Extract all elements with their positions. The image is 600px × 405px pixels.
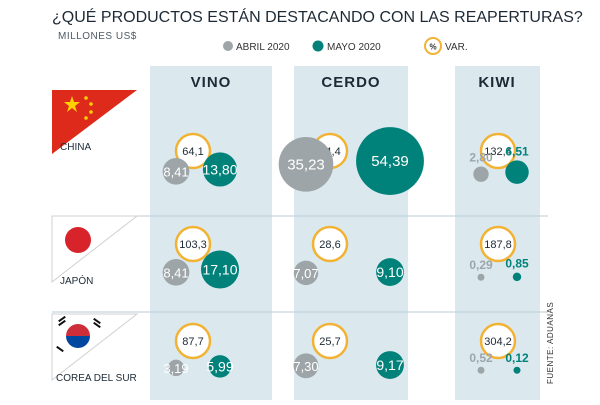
bubble-mayo-japon-kiwi bbox=[512, 272, 522, 282]
country-labels: CHINA JAPÓN COREA DEL SUR bbox=[56, 142, 137, 384]
product-headers: VINO CERDO KIWI bbox=[191, 74, 515, 91]
label-mayo-japon-cerdo: 9,10 bbox=[376, 264, 403, 280]
label-mayo-china-vino: 13,80 bbox=[202, 161, 237, 177]
label-mayo-japon-kiwi: 0,85 bbox=[505, 257, 529, 271]
label-mayo-china-kiwi: 6,51 bbox=[505, 144, 529, 158]
country-label-japon: JAPÓN bbox=[60, 274, 93, 287]
var-label-japon-kiwi: 187,8 bbox=[484, 239, 512, 251]
label-abril-japon-cerdo: 7,07 bbox=[293, 266, 318, 281]
chart-title: ¿QUÉ PRODUCTOS ESTÁN DESTACANDO CON LAS … bbox=[52, 7, 583, 26]
label-mayo-china-cerdo: 54,39 bbox=[371, 153, 409, 170]
var-ring-corea-vino bbox=[174, 322, 212, 360]
bubble-abril-japon-kiwi bbox=[477, 273, 485, 281]
bubble-abril-china-vino bbox=[162, 157, 190, 185]
label-abril-china-cerdo: 35,23 bbox=[287, 156, 325, 173]
bubble-mayo-china-kiwi bbox=[505, 160, 529, 184]
var-ring-china-kiwi bbox=[479, 132, 517, 170]
legend-swatch-var bbox=[424, 37, 442, 55]
var-ring-japon-cerdo bbox=[311, 225, 349, 263]
country-label-corea: COREA DEL SUR bbox=[56, 373, 137, 384]
bubble-abril-corea-cerdo bbox=[293, 353, 319, 379]
var-label-corea-vino: 87,7 bbox=[182, 336, 203, 348]
var-label-china-kiwi: 132,4 bbox=[484, 146, 512, 158]
var-ring-japon-vino bbox=[174, 225, 212, 263]
legend-swatch-abril bbox=[223, 41, 233, 51]
var-label-japon-vino: 103,3 bbox=[179, 239, 207, 251]
country-label-china: CHINA bbox=[60, 142, 91, 153]
bubble-mayo-japon-vino bbox=[200, 250, 240, 289]
label-mayo-corea-kiwi: 0,12 bbox=[505, 351, 529, 365]
label-abril-japon-vino: 8,41 bbox=[163, 265, 188, 280]
bubble-abril-japon-vino bbox=[162, 258, 190, 286]
bubble-abril-corea-kiwi bbox=[477, 366, 485, 374]
var-ring-china-vino bbox=[174, 132, 212, 170]
bubble-abril-china-kiwi bbox=[473, 166, 489, 182]
source-note: FUENTE: ADUANAS bbox=[546, 302, 555, 384]
legend-swatch-mayo bbox=[312, 40, 324, 52]
column-vino-bg bbox=[150, 66, 272, 400]
korea-flag-icon bbox=[51, 313, 139, 382]
label-mayo-japon-vino: 17,10 bbox=[202, 261, 237, 277]
bubble-mayo-china-vino bbox=[202, 152, 238, 187]
var-ring-japon-kiwi bbox=[479, 225, 517, 263]
label-abril-corea-kiwi: 0,52 bbox=[469, 351, 493, 365]
china-flag-icon bbox=[52, 90, 137, 154]
bubble-abril-china-cerdo bbox=[278, 137, 334, 192]
column-cerdo-bg bbox=[294, 66, 408, 400]
legend-label-var: VAR. bbox=[445, 42, 468, 53]
var-label-corea-cerdo: 25,7 bbox=[319, 336, 340, 348]
chart-subtitle: MILLONES US$ bbox=[58, 31, 137, 42]
bubble-mayo-corea-cerdo bbox=[376, 351, 404, 379]
bubble-mayo-corea-vino bbox=[208, 355, 232, 378]
product-header-vino: VINO bbox=[191, 74, 232, 91]
label-abril-corea-cerdo: 7,30 bbox=[293, 359, 318, 374]
bubbles: 64,18,4113,8054,435,2354,39132,42,806,51… bbox=[162, 127, 529, 379]
var-label-corea-kiwi: 304,2 bbox=[484, 336, 512, 348]
var-label-china-vino: 64,1 bbox=[182, 146, 203, 158]
label-abril-corea-vino: 3,19 bbox=[163, 361, 188, 376]
label-abril-china-vino: 8,41 bbox=[163, 164, 188, 179]
label-mayo-corea-cerdo: 9,17 bbox=[376, 357, 403, 373]
legend: ABRIL 2020 MAYO 2020 % VAR. bbox=[223, 37, 468, 55]
legend-var-symbol: % bbox=[429, 43, 436, 52]
label-mayo-corea-vino: 5,99 bbox=[206, 358, 233, 374]
legend-label-abril: ABRIL 2020 bbox=[236, 42, 290, 53]
japan-flag-icon bbox=[51, 215, 139, 284]
bubble-abril-japon-cerdo bbox=[293, 260, 319, 286]
label-abril-china-kiwi: 2,80 bbox=[469, 150, 493, 164]
var-ring-corea-kiwi bbox=[479, 322, 517, 360]
bubble-mayo-china-cerdo bbox=[356, 127, 424, 195]
product-header-cerdo: CERDO bbox=[321, 74, 380, 91]
bubble-mayo-corea-kiwi bbox=[513, 366, 521, 374]
bubble-abril-corea-vino bbox=[167, 359, 185, 377]
legend-label-mayo: MAYO 2020 bbox=[327, 42, 381, 53]
label-abril-japon-kiwi: 0,29 bbox=[469, 258, 493, 272]
column-backgrounds bbox=[150, 66, 540, 400]
var-label-japon-cerdo: 28,6 bbox=[319, 239, 340, 251]
var-ring-corea-cerdo bbox=[311, 322, 349, 360]
product-header-kiwi: KIWI bbox=[478, 74, 515, 91]
bubble-mayo-japon-cerdo bbox=[376, 258, 404, 286]
